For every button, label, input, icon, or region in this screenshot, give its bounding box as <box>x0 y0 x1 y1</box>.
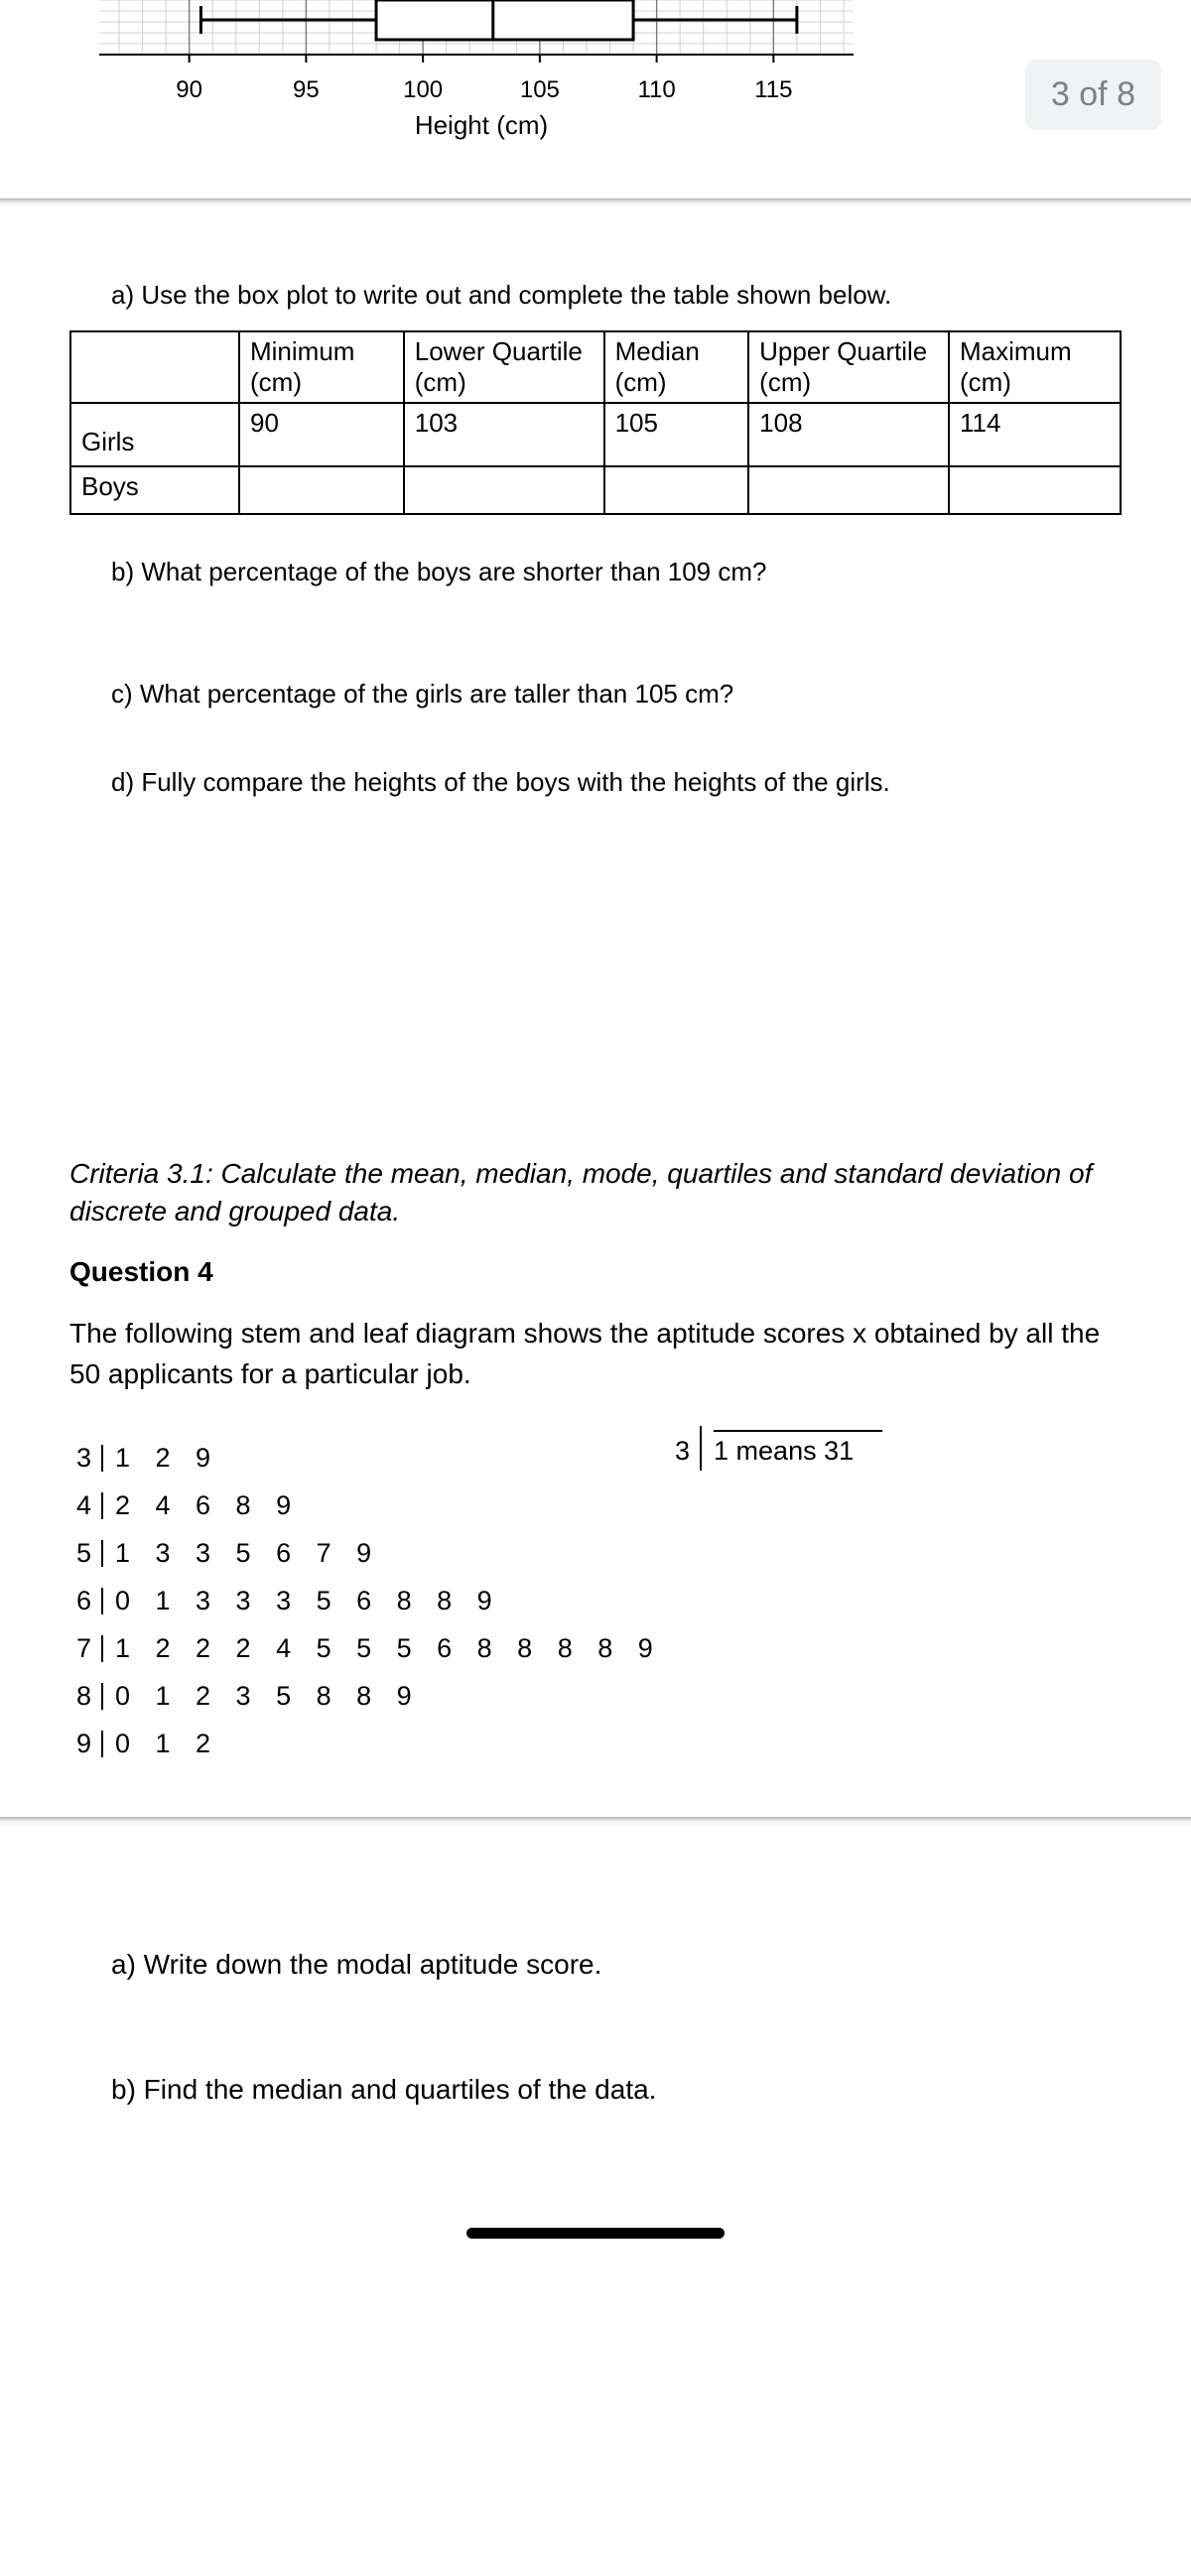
question4-intro: The following stem and leaf diagram show… <box>69 1314 1122 1394</box>
row-girls-max: 114 <box>949 403 1121 466</box>
th-lq: Lower Quartile (cm) <box>404 331 604 403</box>
question3-block: a) Use the box plot to write out and com… <box>0 208 1191 1817</box>
stem-cell: 3 <box>69 1445 103 1472</box>
stem-cell: 7 <box>69 1635 103 1662</box>
table-row: Girls 90 103 105 108 114 <box>70 403 1121 466</box>
question-c: c) What percentage of the girls are tall… <box>69 677 1122 711</box>
svg-text:115: 115 <box>754 76 792 103</box>
svg-text:100: 100 <box>403 76 443 103</box>
stemleaf-row: 42 4 6 8 9 <box>69 1481 1122 1529</box>
question4-heading: Question 4 <box>69 1256 1122 1288</box>
row-girls-uq: 108 <box>748 403 949 466</box>
th-max: Maximum (cm) <box>949 331 1121 403</box>
stats-table: Minimum (cm) Lower Quartile (cm) Median … <box>69 330 1122 515</box>
page-divider-1 <box>0 198 1191 208</box>
stemleaf-row: 60 1 3 3 3 5 6 8 8 9 <box>69 1577 1122 1624</box>
stem-cell: 6 <box>69 1588 103 1614</box>
question4-b: b) Find the median and quartiles of the … <box>69 2071 1122 2109</box>
row-boys-med <box>604 466 749 514</box>
th-blank <box>70 331 239 403</box>
home-indicator-bar <box>466 2228 725 2239</box>
leaves-cell: 0 1 3 3 3 5 6 8 8 9 <box>103 1588 496 1614</box>
th-uq: Upper Quartile (cm) <box>748 331 949 403</box>
boxplot-svg: 90 95 100 105 110 115 Height (cm) <box>69 0 863 159</box>
question-b: b) What percentage of the boys are short… <box>69 555 1122 589</box>
stemleaf-row: 71 2 2 2 4 5 5 5 6 8 8 8 8 9 <box>69 1624 1122 1672</box>
leaves-cell: 2 4 6 8 9 <box>103 1492 295 1519</box>
question-a: a) Use the box plot to write out and com… <box>69 278 1122 313</box>
row-boys-uq <box>748 466 949 514</box>
row-boys-lq <box>404 466 604 514</box>
leaves-cell: 0 1 2 3 5 8 8 9 <box>103 1683 416 1710</box>
page-indicator-badge: 3 of 8 <box>1025 60 1161 130</box>
row-girls-label: Girls <box>70 403 239 466</box>
boxplot-region: 3 of 8 90 95 100 105 110 115 Height (cm) <box>0 0 1191 198</box>
leaves-cell: 1 2 2 2 4 5 5 5 6 8 8 8 8 9 <box>103 1635 657 1662</box>
svg-text:95: 95 <box>293 76 320 103</box>
th-med: Median (cm) <box>604 331 749 403</box>
stemleaf-row: 31 2 9 <box>69 1434 1122 1481</box>
leaves-cell: 1 3 3 5 6 7 9 <box>103 1540 375 1567</box>
stem-cell: 9 <box>69 1731 103 1757</box>
leaves-cell: 1 2 9 <box>103 1445 214 1472</box>
stemleaf-key: 3 1 means 31 <box>675 1426 882 1471</box>
svg-text:Height (cm): Height (cm) <box>415 110 548 140</box>
table-header-row: Minimum (cm) Lower Quartile (cm) Median … <box>70 331 1121 403</box>
question4-a: a) Write down the modal aptitude score. <box>69 1946 1122 1984</box>
row-girls-lq: 103 <box>404 403 604 466</box>
row-boys-max <box>949 466 1121 514</box>
key-leaf: 1 means 31 <box>714 1436 854 1466</box>
svg-text:105: 105 <box>520 76 560 103</box>
th-min: Minimum (cm) <box>239 331 404 403</box>
stem-cell: 5 <box>69 1540 103 1567</box>
table-row: Boys <box>70 466 1121 514</box>
stemleaf-diagram: 31 means 31 31 2 942 4 6 8 951 3 3 5 6 7… <box>69 1434 1122 1767</box>
stem-cell: 8 <box>69 1683 103 1710</box>
question-d: d) Fully compare the heights of the boys… <box>69 765 1122 800</box>
leaves-cell: 0 1 2 <box>103 1731 214 1757</box>
stemleaf-row: 80 1 2 3 5 8 8 9 <box>69 1672 1122 1720</box>
stem-cell: 4 <box>69 1492 103 1519</box>
criteria-text: Criteria 3.1: Calculate the mean, median… <box>69 1155 1122 1230</box>
row-girls-med: 105 <box>604 403 749 466</box>
stemleaf-row: 51 3 3 5 6 7 9 <box>69 1529 1122 1577</box>
row-girls-min: 90 <box>239 403 404 466</box>
svg-text:90: 90 <box>176 76 202 103</box>
question4-subs: a) Write down the modal aptitude score. … <box>0 1827 1191 2239</box>
svg-text:110: 110 <box>637 76 675 103</box>
stemleaf-row: 90 1 2 <box>69 1720 1122 1767</box>
page-divider-2 <box>0 1817 1191 1827</box>
row-boys-min <box>239 466 404 514</box>
key-stem: 3 <box>675 1436 700 1467</box>
row-boys-label: Boys <box>70 466 239 514</box>
